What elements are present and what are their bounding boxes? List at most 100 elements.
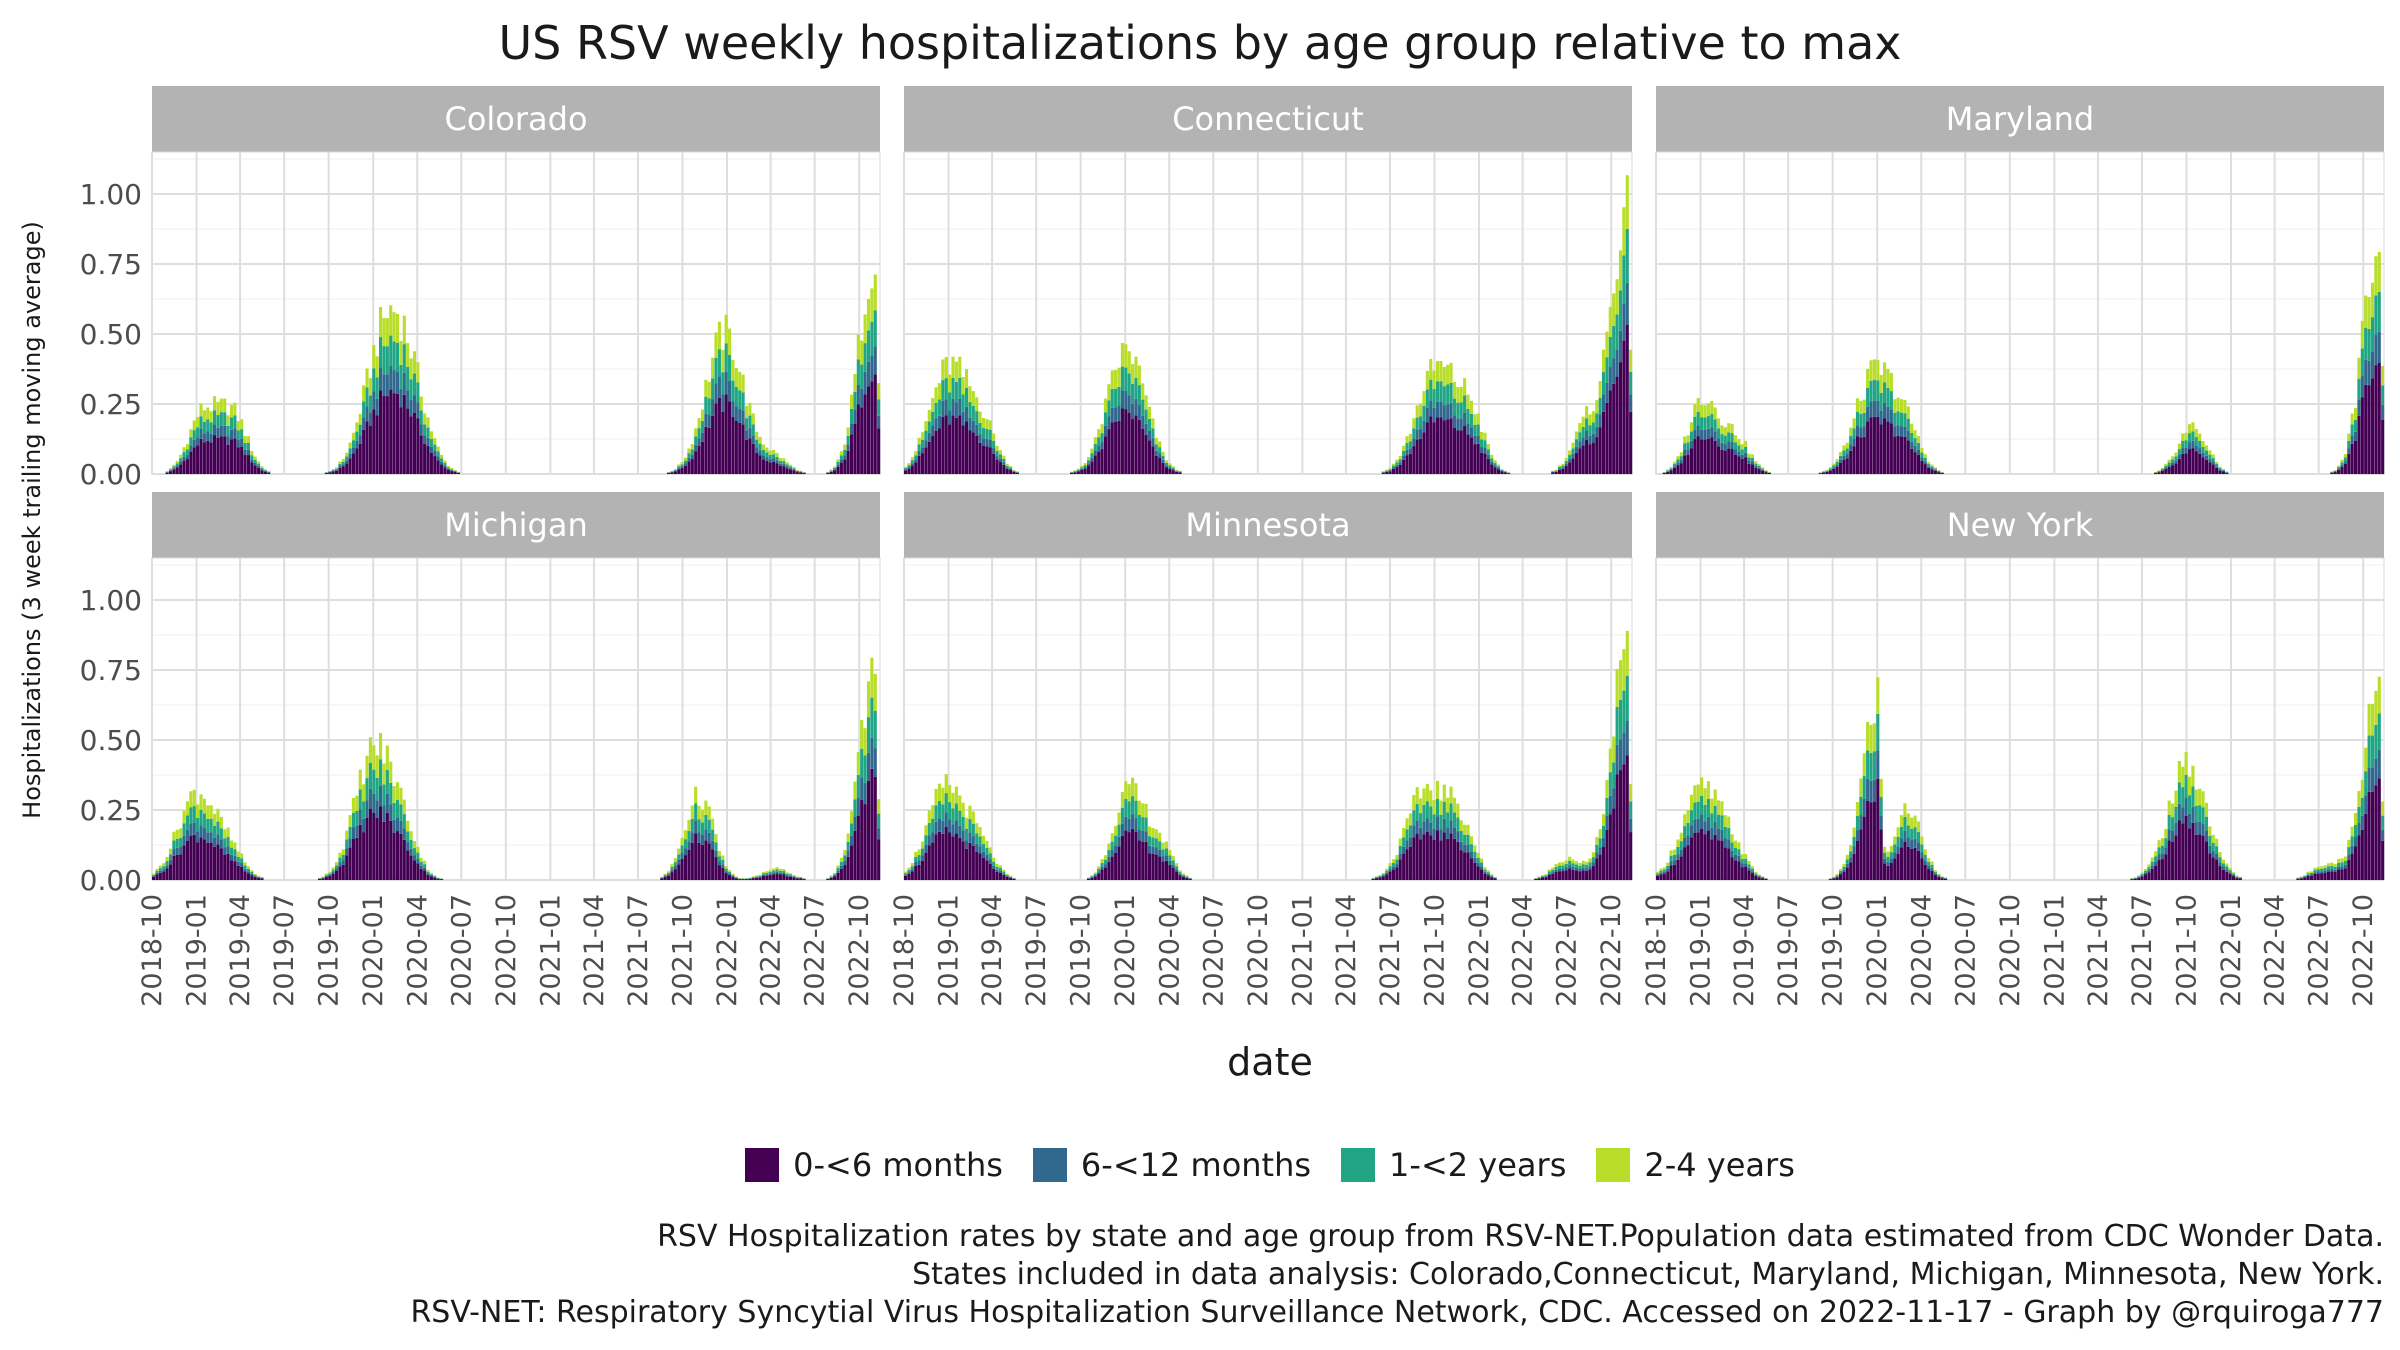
bar-segment <box>165 472 169 474</box>
bar-segment <box>1120 807 1124 824</box>
bar-segment <box>1744 854 1748 859</box>
bar-segment <box>1154 450 1158 456</box>
bar-segment <box>1391 465 1396 468</box>
bar-segment <box>429 452 433 474</box>
bar-segment <box>2204 455 2209 460</box>
bar-segment <box>1127 412 1131 474</box>
bar-segment <box>741 374 745 393</box>
bar-segment <box>1883 382 1887 403</box>
bar-segment <box>1852 446 1856 474</box>
bar-segment <box>182 823 186 836</box>
bar-segment <box>924 447 928 474</box>
bar-segment <box>697 428 701 439</box>
bar-segment <box>1093 443 1097 451</box>
bar-segment <box>927 421 931 433</box>
bar-segment <box>731 417 735 474</box>
bar-segment <box>1466 852 1470 880</box>
bar-segment <box>1899 426 1904 437</box>
bar-segment <box>419 865 423 869</box>
caption-line: RSV Hospitalization rates by state and a… <box>657 1219 2384 1254</box>
bar-segment <box>1422 432 1426 474</box>
bar-segment <box>2150 861 2154 866</box>
bar-segment <box>402 344 406 373</box>
bar-segment <box>175 829 179 839</box>
bar-segment <box>741 879 745 880</box>
bar-segment <box>1879 374 1883 393</box>
bar-segment <box>1127 395 1131 413</box>
bar-segment <box>250 462 254 474</box>
bar-segment <box>914 455 918 460</box>
bar-segment <box>1480 869 1484 880</box>
bar-segment <box>1452 827 1457 839</box>
bar-segment <box>334 469 339 471</box>
bar-segment <box>1855 816 1860 831</box>
bar-segment <box>429 872 433 875</box>
bar-segment <box>1164 841 1169 849</box>
bar-segment <box>1164 467 1169 474</box>
bar-segment <box>1686 442 1690 450</box>
bar-segment <box>1886 865 1890 880</box>
bar-segment <box>338 463 342 466</box>
bar-segment <box>1713 834 1717 880</box>
bar-segment <box>226 837 230 847</box>
bar-segment <box>1114 845 1118 853</box>
bar-segment <box>433 456 437 474</box>
bar-segment <box>1432 422 1436 474</box>
bar-segment <box>1906 406 1910 419</box>
bar-segment <box>1601 394 1606 412</box>
bar-segment <box>775 873 779 880</box>
bar-segment <box>755 877 759 880</box>
bar-segment <box>1906 813 1910 826</box>
bar-segment <box>1449 803 1453 821</box>
bar-segment <box>1093 437 1097 444</box>
bar-segment <box>1727 432 1731 442</box>
bar-segment <box>2184 751 2188 775</box>
bar-segment <box>1452 415 1457 429</box>
bar-segment <box>863 755 867 783</box>
bar-segment <box>833 470 837 474</box>
bar-segment <box>1666 871 1670 880</box>
bar-segment <box>1429 835 1433 880</box>
bar-segment <box>2204 802 2209 817</box>
bar-segment <box>2198 440 2202 449</box>
bar-segment <box>1571 458 1575 474</box>
bar-segment <box>2191 431 2195 441</box>
bar-segment <box>2343 860 2347 865</box>
bar-segment <box>2140 876 2144 880</box>
bar-segment <box>1730 857 1734 880</box>
bar-segment <box>1388 863 1392 867</box>
bar-segment <box>260 877 264 879</box>
bar-segment <box>1456 402 1460 419</box>
bar-segment <box>2181 766 2185 788</box>
bar-segment <box>1696 832 1700 880</box>
bar-segment <box>1598 397 1602 415</box>
bar-segment <box>1449 402 1453 419</box>
y-tick-label: 0.50 <box>80 724 142 757</box>
bar-segment <box>2160 845 2164 854</box>
bar-segment <box>683 830 688 840</box>
bar-segment <box>226 415 230 426</box>
bar-segment <box>849 408 854 424</box>
bar-segment <box>1683 450 1687 456</box>
bar-segment <box>1710 437 1714 474</box>
bar-segment <box>1730 424 1734 434</box>
bar-segment <box>978 442 982 474</box>
bar-segment <box>165 471 169 473</box>
bar-segment <box>1141 817 1145 831</box>
bar-segment <box>1554 872 1558 880</box>
bar-segment <box>839 868 843 880</box>
bar-segment <box>1700 439 1704 474</box>
bar-segment <box>1124 816 1128 831</box>
bar-segment <box>1110 370 1114 390</box>
bar-segment <box>1435 401 1440 418</box>
bar-segment <box>683 465 688 474</box>
bar-segment <box>1849 845 1853 852</box>
bar-segment <box>690 832 694 843</box>
bar-segment <box>775 456 779 461</box>
bar-segment <box>944 812 948 828</box>
bar-segment <box>697 805 701 820</box>
bar-segment <box>2320 866 2324 869</box>
bar-segment <box>1838 459 1843 463</box>
bar-segment <box>914 459 918 463</box>
bar-segment <box>1415 417 1419 430</box>
